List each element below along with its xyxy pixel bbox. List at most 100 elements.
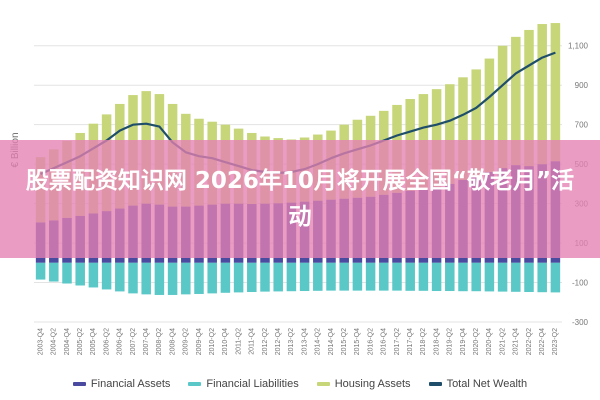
x-tick-label: 2018-Q2 [420,328,427,355]
x-tick-label: 2006-Q2 [103,328,110,355]
x-tick-label: 2012-Q4 [275,328,282,355]
x-tick-label: 2020-Q4 [486,328,493,355]
x-tick-label: 2015-Q2 [341,328,348,355]
bar-financial-liabilities [286,262,297,292]
bar-financial-liabilities [392,262,402,291]
bar-financial-liabilities [550,262,561,293]
bar-financial-liabilities [326,262,336,291]
x-tick-label: 2006-Q4 [117,328,124,355]
bar-financial-liabilities [88,262,99,288]
bar-financial-liabilities [49,262,59,282]
bar-financial-liabilities [511,262,521,292]
bar-financial-liabilities [405,262,415,291]
x-tick-label: 2011-Q4 [249,328,256,355]
x-tick-label: 2014-Q4 [328,328,335,355]
x-tick-label: 2021-Q4 [513,328,520,355]
x-tick-label: 2017-Q4 [407,328,414,355]
legend-swatch-total-net-wealth [428,382,442,386]
x-tick-label: 2010-Q2 [209,328,216,355]
x-tick-label: 2007-Q2 [130,328,137,355]
bar-financial-liabilities [194,262,204,294]
x-tick-label: 2012-Q2 [262,328,269,355]
bar-financial-liabilities [365,262,376,291]
x-tick-label: 2005-Q2 [77,328,84,355]
bar-financial-liabilities [101,262,112,290]
x-tick-label: 2022-Q4 [539,328,546,355]
bar-financial-liabilities [352,262,363,291]
bar-housing-assets [458,77,468,180]
bar-financial-liabilities [115,262,125,292]
bar-financial-liabilities [62,262,72,284]
x-tick-label: 2011-Q2 [235,328,242,355]
x-tick-label: 2004-Q4 [64,328,71,355]
legend-item-total-net-wealth: Total Net Wealth [428,378,528,390]
bar-financial-liabilities [207,262,217,294]
bar-housing-assets [550,23,561,162]
x-tick-label: 2008-Q2 [156,328,163,355]
x-tick-label: 2007-Q4 [143,328,150,355]
x-tick-label: 2019-Q2 [447,328,454,355]
bar-financial-liabilities [431,262,442,292]
bar-financial-liabilities [524,262,534,293]
bar-housing-assets [484,58,495,173]
x-tick-label: 2023-Q2 [552,328,559,355]
promo-banner: 股票配资知识网 2026年10月将开展全国“敬老月”活动 [0,140,600,258]
x-tick-label: 2019-Q4 [460,328,467,355]
bar-financial-liabilities [181,262,191,295]
bar-housing-assets [511,36,521,166]
x-tick-label: 2013-Q2 [288,328,295,355]
bar-financial-liabilities [497,262,508,292]
x-tick-label: 2010-Q4 [222,328,229,355]
bar-financial-liabilities [233,262,244,293]
legend-label: Financial Assets [90,378,171,390]
x-tick-label: 2021-Q2 [499,328,506,355]
x-tick-label: 2009-Q2 [183,328,190,355]
x-tick-label: 2015-Q4 [354,328,361,355]
legend-swatch-housing-assets [316,382,330,386]
bar-housing-assets [471,69,481,176]
legend-label: Housing Assets [334,378,411,390]
legend-item-housing-assets: Housing Assets [316,378,411,390]
bar-financial-liabilities [260,262,270,292]
bar-financial-liabilities [313,262,323,291]
legend-swatch-financial-liabilities [188,382,202,386]
x-tick-label: 2020-Q2 [473,328,480,355]
bar-financial-liabilities [299,262,310,292]
y-tick-label: -300 [572,318,589,327]
x-tick-label: 2016-Q2 [367,328,374,355]
y-tick-label: 1,100 [568,42,589,51]
bar-housing-assets [537,24,547,165]
legend-item-financial-assets: Financial Assets [72,378,171,390]
bar-housing-assets [497,45,508,169]
bar-financial-liabilities [141,262,151,295]
bar-housing-assets [431,89,442,187]
y-tick-label: 700 [575,121,589,130]
bar-financial-liabilities [220,262,231,293]
x-tick-label: 2003-Q4 [37,328,44,355]
banner-text: 股票配资知识网 2026年10月将开展全国“敬老月”活动 [25,168,575,230]
x-tick-label: 2022-Q2 [526,328,533,355]
x-tick-label: 2013-Q4 [301,328,308,355]
x-tick-label: 2016-Q4 [381,328,388,355]
bar-financial-liabilities [339,262,349,291]
x-tick-label: 2018-Q4 [433,328,440,355]
x-tick-label: 2014-Q2 [315,328,322,355]
bar-financial-liabilities [445,262,455,292]
bar-financial-liabilities [154,262,165,295]
y-tick-label: -100 [572,279,589,288]
bar-financial-liabilities [247,262,257,293]
x-tick-label: 2004-Q2 [51,328,58,355]
legend-item-financial-liabilities: Financial Liabilities [188,378,299,390]
x-tick-label: 2008-Q4 [169,328,176,355]
legend-label: Financial Liabilities [206,378,299,390]
bar-financial-liabilities [35,262,46,280]
bar-financial-liabilities [379,262,389,291]
bar-financial-liabilities [273,262,283,292]
y-tick-label: 900 [575,81,589,90]
legend: Financial Assets Financial Liabilities H… [0,374,600,394]
bar-financial-liabilities [537,262,547,293]
legend-label: Total Net Wealth [446,378,528,390]
bar-financial-liabilities [418,262,429,291]
x-tick-label: 2005-Q4 [90,328,97,355]
